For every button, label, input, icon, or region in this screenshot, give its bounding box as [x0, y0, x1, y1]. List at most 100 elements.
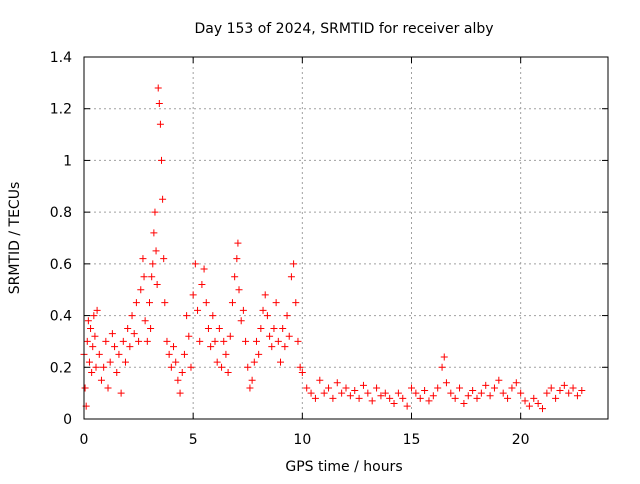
- data-point: [198, 281, 206, 289]
- data-point: [281, 343, 289, 351]
- data-point: [263, 312, 271, 320]
- data-point: [390, 399, 398, 407]
- data-point: [303, 384, 311, 392]
- data-point: [292, 299, 300, 307]
- data-point: [106, 358, 114, 366]
- data-point: [124, 325, 132, 332]
- data-point: [482, 381, 490, 389]
- data-point: [172, 358, 180, 366]
- data-point: [556, 387, 564, 395]
- data-point: [368, 397, 376, 405]
- data-point: [220, 337, 228, 345]
- plot-border: [83, 56, 609, 420]
- data-point: [154, 84, 162, 92]
- data-point: [499, 389, 507, 397]
- data-point: [277, 358, 284, 366]
- data-point: [222, 350, 230, 358]
- data-point: [233, 255, 241, 263]
- data-point: [187, 363, 195, 371]
- data-point: [421, 387, 429, 395]
- y-tick-label: 1.4: [50, 50, 72, 66]
- y-tick-label: 0.4: [50, 309, 72, 325]
- data-point: [403, 402, 411, 410]
- data-point: [135, 337, 143, 345]
- data-point: [242, 337, 250, 345]
- data-point: [89, 343, 97, 351]
- data-point: [218, 363, 226, 371]
- data-point: [534, 399, 542, 407]
- data-point: [163, 337, 171, 345]
- x-tick-label: 0: [80, 432, 89, 448]
- data-point: [231, 273, 239, 281]
- data-point: [508, 384, 516, 392]
- grid: [84, 57, 608, 419]
- data-point: [87, 325, 95, 332]
- data-point: [146, 299, 153, 307]
- data-point: [91, 332, 99, 340]
- data-point: [425, 397, 433, 405]
- x-tick-label: 20: [512, 432, 530, 448]
- data-point: [490, 384, 498, 392]
- data-point: [274, 337, 282, 345]
- data-point: [381, 389, 389, 397]
- data-point: [257, 325, 265, 332]
- data-point: [130, 330, 138, 338]
- data-point: [209, 312, 217, 320]
- data-point: [333, 379, 341, 387]
- data-point: [160, 255, 168, 263]
- data-point: [85, 358, 93, 366]
- data-point: [83, 337, 91, 345]
- data-point: [285, 332, 293, 340]
- data-point: [140, 273, 148, 281]
- data-point: [377, 392, 385, 400]
- y-tick-label: 0.6: [50, 257, 72, 273]
- data-point: [92, 363, 100, 371]
- data-point: [346, 392, 354, 400]
- data-point: [170, 343, 178, 351]
- data-point: [189, 291, 197, 299]
- data-point: [294, 337, 302, 345]
- data-point: [525, 402, 533, 410]
- data-point: [394, 389, 402, 397]
- data-point: [100, 363, 108, 371]
- data-point: [235, 286, 243, 294]
- data-point: [429, 392, 437, 400]
- data-point: [165, 350, 173, 358]
- data-point: [495, 376, 503, 384]
- data-point: [255, 350, 263, 358]
- data-point: [224, 368, 232, 376]
- data-point: [176, 389, 184, 397]
- data-point: [504, 394, 512, 402]
- data-point: [158, 156, 166, 164]
- data-point: [93, 306, 101, 314]
- data-point: [438, 363, 446, 371]
- data-point: [373, 384, 381, 392]
- y-tick-label: 1: [63, 153, 72, 169]
- data-point: [185, 332, 193, 340]
- data-point: [178, 368, 186, 376]
- data-point: [155, 100, 163, 108]
- data-point: [191, 260, 199, 268]
- data-point: [442, 379, 450, 387]
- data-point: [200, 265, 208, 273]
- data-point: [539, 405, 546, 413]
- data-point: [399, 394, 407, 402]
- data-point: [287, 273, 295, 281]
- data-point: [90, 312, 98, 320]
- data-point: [279, 325, 287, 332]
- data-point: [364, 389, 372, 397]
- data-point: [521, 397, 529, 405]
- data-point: [290, 260, 298, 268]
- data-point: [569, 384, 577, 392]
- data-point: [207, 343, 215, 351]
- data-point: [119, 337, 127, 345]
- x-tick-label: 10: [293, 432, 311, 448]
- data-point: [147, 325, 155, 332]
- data-point: [412, 389, 420, 397]
- data-point: [416, 394, 424, 402]
- data-point: [183, 312, 191, 320]
- data-point: [139, 255, 147, 263]
- data-point: [137, 286, 145, 294]
- data-point: [228, 299, 236, 307]
